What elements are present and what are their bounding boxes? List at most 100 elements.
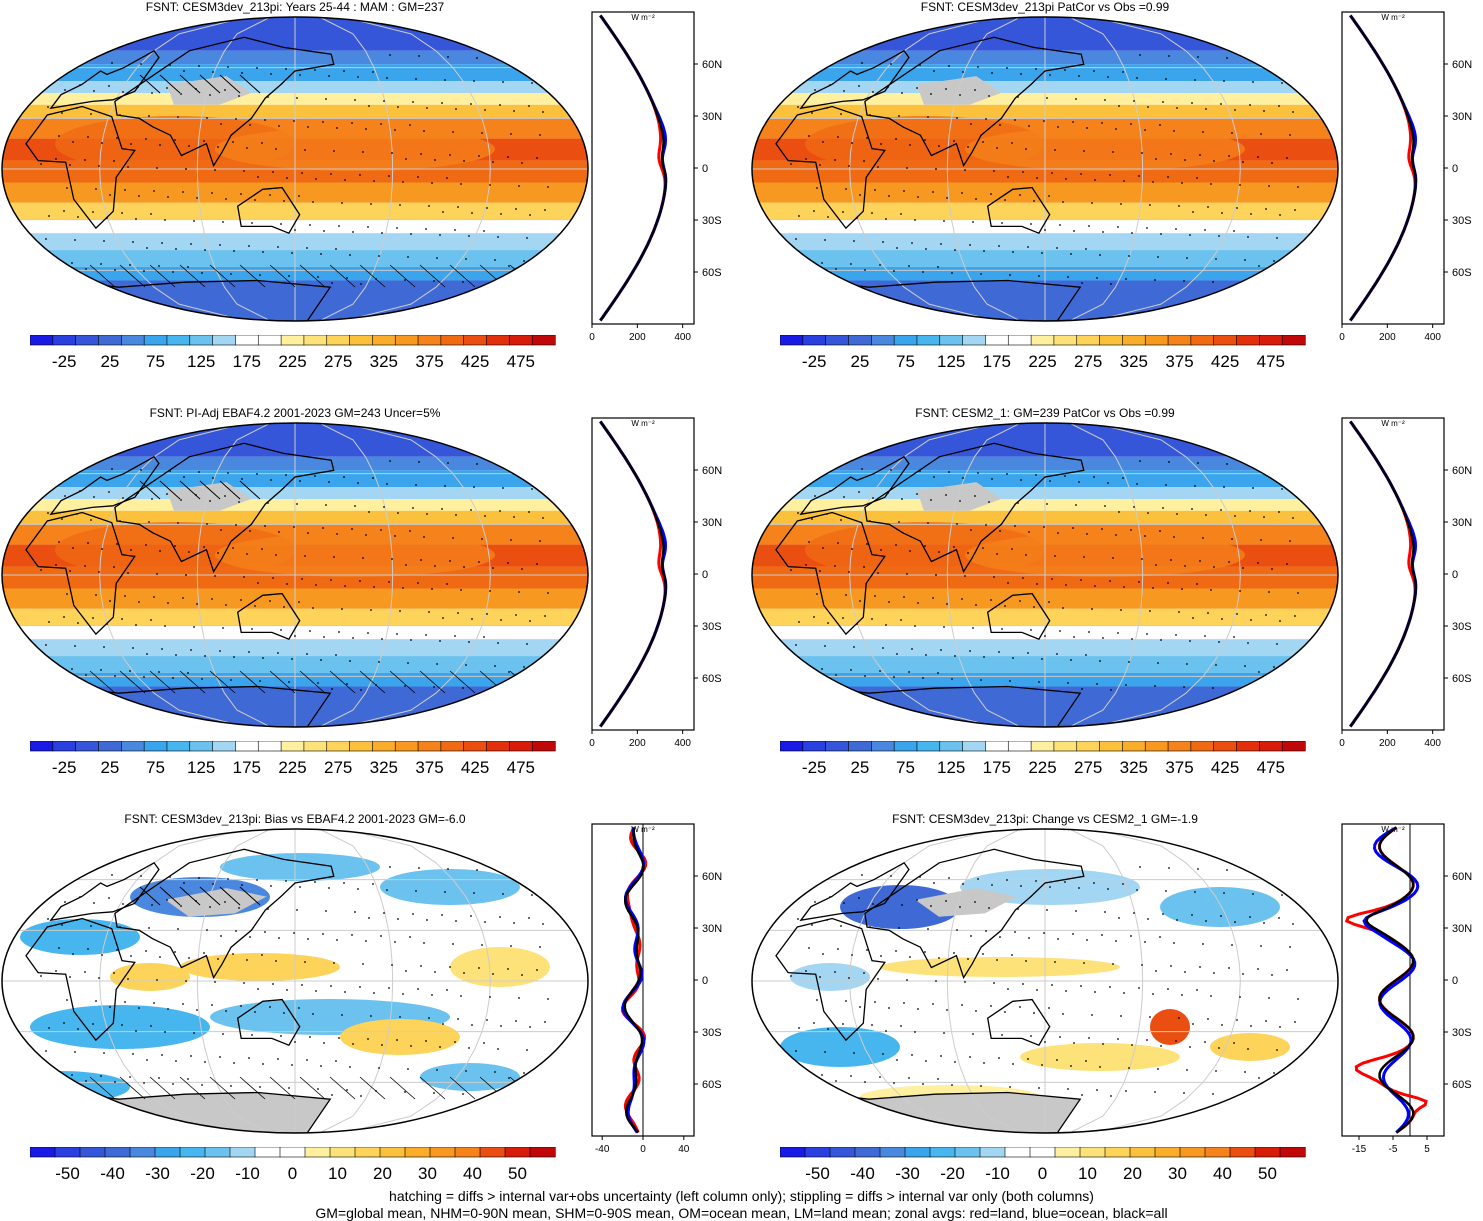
- colorbar-tick-label: 275: [1074, 758, 1102, 777]
- colorbar-tick-label: -30: [895, 1164, 920, 1183]
- colorbar-swatch: [1281, 335, 1306, 346]
- colorbar-tick-label: 375: [1165, 352, 1193, 371]
- colorbar-swatch: [212, 335, 237, 346]
- panel-3: FSNT: PI-Adj EBAF4.2 2001-2023 GM=243 Un…: [0, 406, 740, 811]
- colorbar-tick-label: 275: [324, 352, 352, 371]
- colorbar-swatch: [1099, 335, 1124, 346]
- profile-ytick-label: 60N: [1452, 465, 1472, 477]
- colorbar-swatch: [54, 1147, 81, 1158]
- colorbar-swatch: [1030, 741, 1055, 752]
- colorbar-swatch: [394, 335, 419, 346]
- colorbar-swatch: [257, 335, 282, 346]
- colorbar-swatch: [329, 1147, 356, 1158]
- colorbar-tick-label: 475: [507, 352, 535, 371]
- panel-title: FSNT: CESM3dev_213pi: Bias vs EBAF4.2 20…: [124, 812, 466, 826]
- profile-ytick-label: 60S: [702, 673, 722, 685]
- colorbar-swatch: [509, 335, 533, 346]
- profile-ytick-label: 30S: [702, 1027, 722, 1039]
- colorbar-swatch: [1236, 741, 1260, 752]
- colorbar-swatch: [326, 335, 351, 346]
- profile-all-curve: [1349, 420, 1418, 728]
- colorbar-swatch: [417, 335, 442, 346]
- panel-title: FSNT: CESM3dev_213pi: Years 25-44 : MAM …: [145, 0, 445, 14]
- colorbar-swatch: [504, 1147, 531, 1158]
- colorbar-swatch: [463, 335, 488, 346]
- colorbar-tick-label: 175: [233, 758, 261, 777]
- panel-1: FSNT: CESM3dev_213pi: Years 25-44 : MAM …: [0, 0, 740, 405]
- colorbar-tick-label: 125: [187, 758, 215, 777]
- colorbar-swatch: [1213, 335, 1238, 346]
- colorbar-tick-label: 475: [1257, 758, 1285, 777]
- profile-xtick-label: -40: [595, 1144, 610, 1155]
- colorbar-tick-label: 225: [278, 352, 306, 371]
- profile-ocean-curve: [599, 14, 668, 322]
- colorbar-swatch: [1076, 335, 1101, 346]
- profile-ytick-label: 0: [702, 975, 708, 987]
- colorbar-tick-label: 0: [1038, 1164, 1047, 1183]
- panel-title: FSNT: PI-Adj EBAF4.2 2001-2023 GM=243 Un…: [149, 406, 441, 420]
- profile-xtick-label: -5: [1389, 1144, 1398, 1155]
- colorbar-tick-label: -20: [190, 1164, 215, 1183]
- colorbar-swatch: [780, 741, 804, 752]
- colorbar-swatch: [854, 1147, 881, 1158]
- coastline-asia: [864, 36, 1085, 168]
- colorbar-swatch: [440, 741, 465, 752]
- colorbar-swatch: [235, 335, 259, 346]
- colorbar-tick-label: -25: [802, 352, 827, 371]
- coastline-europe: [49, 49, 160, 110]
- colorbar-swatch: [326, 741, 351, 752]
- map-border: [751, 828, 1339, 1134]
- colorbar-tick-label: 425: [1211, 352, 1239, 371]
- colorbar-swatch: [929, 1147, 956, 1158]
- colorbar-swatch: [486, 741, 510, 752]
- panel-2: FSNT: CESM3dev_213pi PatCor vs Obs =0.99…: [750, 0, 1483, 405]
- profile-ytick-label: 30N: [702, 923, 722, 935]
- colorbar-swatch: [189, 741, 214, 752]
- colorbar-tick-label: -50: [805, 1164, 830, 1183]
- panel-4: FSNT: CESM2_1: GM=239 PatCor vs Obs =0.9…: [750, 406, 1483, 811]
- profile-ytick-label: 60N: [702, 465, 722, 477]
- colorbar-swatch: [404, 1147, 431, 1158]
- panel-6: FSNT: CESM3dev_213pi: Change vs CESM2_1 …: [750, 812, 1483, 1217]
- coastline-europe: [799, 49, 910, 110]
- colorbar-tick-label: 225: [278, 758, 306, 777]
- map-field: [752, 829, 1338, 1133]
- colorbar-swatch: [1213, 741, 1238, 752]
- colorbar-swatch: [121, 335, 145, 346]
- colorbar-tick-label: 0: [288, 1164, 297, 1183]
- colorbar-swatch: [372, 741, 396, 752]
- coastline-africa: [775, 917, 886, 1042]
- profile-ytick-label: 60S: [702, 267, 722, 279]
- profile-ytick-label: 30N: [1452, 923, 1472, 935]
- profile-ocean-curve: [1349, 420, 1418, 728]
- colorbar-swatch: [1122, 741, 1146, 752]
- colorbar-tick-label: 175: [983, 758, 1011, 777]
- colorbar-swatch: [1236, 335, 1260, 346]
- profile-xtick-label: 0: [589, 738, 595, 749]
- zonal-profile-plot: W m⁻² 60N 30N 0 30S 60S 0 200 400: [589, 417, 722, 749]
- colorbar-swatch: [1007, 741, 1032, 752]
- profile-xtick-label: 400: [1424, 332, 1441, 343]
- colorbar-swatch: [804, 1147, 831, 1158]
- colorbar-swatch: [962, 741, 987, 752]
- profile-all-curve: [1364, 826, 1415, 1134]
- footer-note-hatching: hatching = diffs > internal var+obs unce…: [389, 1188, 1094, 1204]
- coastline-asia: [114, 442, 335, 574]
- colorbar-swatch: [1144, 741, 1169, 752]
- profile-ytick-label: 0: [1452, 975, 1458, 987]
- colorbar-swatch: [1259, 335, 1283, 346]
- colorbar-tick-label: 175: [233, 352, 261, 371]
- profile-xtick-label: 40: [678, 1144, 690, 1155]
- colorbar-swatch: [372, 335, 396, 346]
- colorbar-tick-label: 375: [1165, 758, 1193, 777]
- colorbar-tick-label: 10: [1078, 1164, 1097, 1183]
- colorbar-swatch: [349, 741, 374, 752]
- colorbar-tick-label: 325: [370, 758, 398, 777]
- colorbar-swatch: [257, 741, 282, 752]
- profile-xtick-label: 400: [1424, 738, 1441, 749]
- profile-xtick-label: 0: [1339, 332, 1345, 343]
- colorbar-swatch: [254, 1147, 281, 1158]
- colorbar-tick-label: 10: [328, 1164, 347, 1183]
- profile-xtick-label: 0: [589, 332, 595, 343]
